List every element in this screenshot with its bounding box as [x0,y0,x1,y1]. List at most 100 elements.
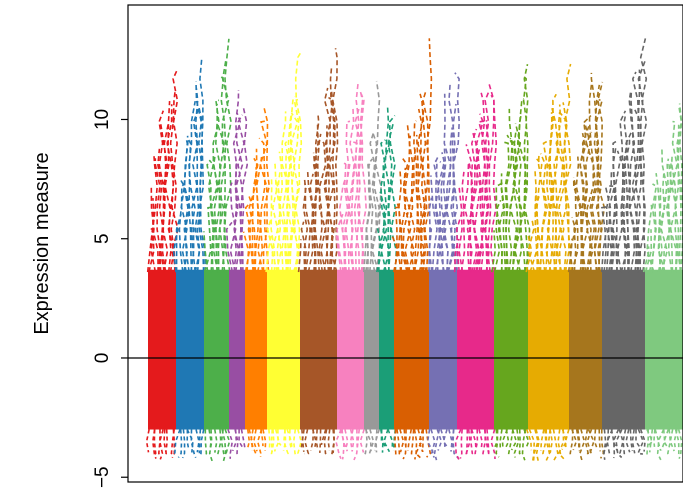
series-profile-line [345,120,351,273]
series-profile-line [569,216,577,273]
series-profile-line [404,124,412,273]
series-profile-line [598,429,601,452]
y-tick-label: −5 [92,466,113,488]
series-profile-line [615,429,623,459]
series-profile-line [188,139,193,273]
series-profile-line [297,429,303,457]
series-profile-line [437,161,445,273]
series-profile-line [622,429,627,458]
series-profile-line [302,183,309,273]
series-profile-line [369,131,378,273]
series-profile-line [455,208,464,273]
y-tick-label: 10 [92,109,113,130]
series-profile-line [614,155,622,273]
series-profile-line [388,114,398,273]
series-profile-line [288,429,293,449]
series-profile-line [165,429,169,452]
series-core-band [148,269,176,430]
series-profile-line [463,163,471,273]
series-profile-line [494,429,499,448]
series-profile-line [497,182,505,273]
sample-series [242,106,271,458]
series-profile-line [540,429,545,451]
series-profile-line [625,429,631,453]
series-profile-line [278,151,286,273]
series-profile-line [271,178,279,273]
sample-series [391,38,433,460]
series-profile-line [195,429,200,453]
series-profile-line [636,429,645,455]
series-profile-line [618,429,624,457]
series-profile-line [289,96,296,273]
series-profile-line [459,429,463,459]
series-profile-line [603,429,607,460]
series-profile-line [402,429,407,460]
series-profile-line [275,169,282,273]
series-profile-line [306,172,314,273]
series-profile-line [572,177,581,273]
series-profile-line [470,429,474,455]
series-profile-line [399,429,405,453]
series-profile-line [237,114,245,273]
series-profile-line [593,429,599,450]
series-profile-line [375,429,378,453]
series-profile-line [270,429,273,453]
series-profile-line [394,429,397,457]
series-profile-line [387,123,394,273]
series-profile-line [635,429,641,448]
series-profile-line [417,108,426,273]
series-profile-line [146,227,154,273]
y-tick-label: 0 [92,353,113,364]
series-profile-line [523,429,530,449]
series-profile-line [637,60,646,273]
y-axis-title: Expression measure [31,152,53,334]
series-profile-line [470,429,477,448]
series-profile-line [575,156,583,273]
series-profile-line [462,429,469,456]
series-profile-line [408,149,416,273]
sample-series [567,72,606,461]
series-profile-line [160,124,169,273]
series-profile-line [500,173,507,273]
series-core-band [494,269,528,430]
series-profile-line [642,246,650,273]
series-profile-line [221,60,230,273]
series-profile-line [536,158,543,273]
series-core-band [245,269,267,430]
sample-series [376,107,398,453]
series-profile-line [257,137,266,273]
series-profile-line [657,173,666,273]
series-profile-line [259,120,268,273]
series-profile-line [242,231,250,273]
series-profile-line [336,213,345,273]
series-core-band [569,269,602,430]
series-profile-line [628,92,636,273]
series-profile-line [203,206,212,273]
series-profile-line [605,187,612,273]
series-profile-line [430,175,438,273]
series-profile-line [178,178,186,273]
series-profile-line [172,226,179,273]
series-profile-line [581,126,590,273]
series-profile-line [376,226,383,273]
series-profile-line [458,187,464,273]
series-profile-line [413,134,420,273]
series-profile-line [157,148,165,273]
series-profile-line [285,113,293,273]
series-profile-line [593,84,601,273]
series-profile-line [332,429,336,454]
series-profile-line [247,195,254,273]
series-profile-line [204,429,208,456]
series-profile-line [190,429,197,458]
series-profile-line [590,72,599,273]
series-profile-line [521,429,527,461]
y-axis: −5 0 5 10 [92,109,128,488]
series-profile-line [448,429,453,452]
series-profile-line [605,169,613,273]
series-profile-line [559,112,568,273]
series-profile-line [505,134,513,273]
series-profile-line [214,103,221,273]
sample-series [642,103,683,461]
series-profile-line [256,429,263,458]
